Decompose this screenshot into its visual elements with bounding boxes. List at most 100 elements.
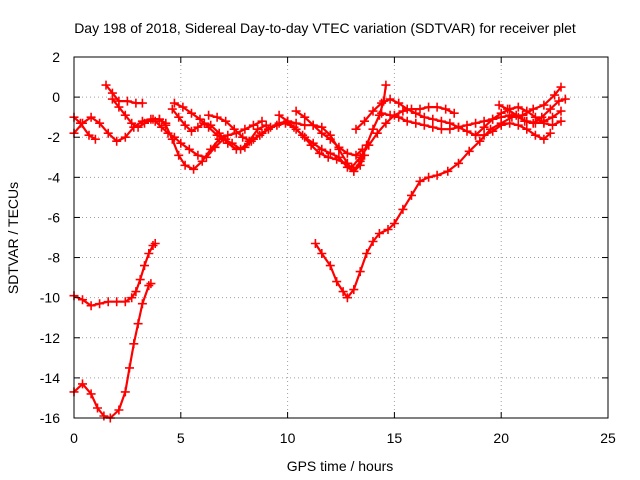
data-point <box>144 281 154 291</box>
data-point <box>308 138 318 148</box>
data-point <box>120 297 130 307</box>
data-point <box>114 405 124 415</box>
series-sat-q <box>494 94 570 128</box>
data-point <box>223 138 233 148</box>
series-trace <box>380 110 563 131</box>
data-point <box>494 100 504 110</box>
data-point <box>428 122 438 132</box>
data-point <box>539 134 549 144</box>
data-point <box>300 120 310 130</box>
data-point <box>246 136 256 146</box>
data-point <box>443 166 453 176</box>
y-tick-label: -2 <box>48 129 61 145</box>
data-point <box>140 118 149 128</box>
data-point <box>539 100 549 110</box>
data-point <box>462 120 472 130</box>
y-tick-label: 0 <box>52 89 60 105</box>
data-point <box>140 261 149 271</box>
data-point <box>355 267 365 277</box>
data-point <box>255 130 265 140</box>
data-point <box>362 249 372 258</box>
x-tick-label: 5 <box>177 430 185 446</box>
data-point <box>385 110 395 120</box>
data-point <box>146 279 156 289</box>
data-point <box>210 142 220 152</box>
data-point <box>248 120 258 130</box>
data-point <box>308 120 318 130</box>
data-point <box>325 261 335 271</box>
data-point <box>133 319 143 329</box>
data-point <box>315 148 325 158</box>
data-point <box>86 301 96 311</box>
data-point <box>560 94 570 104</box>
data-point <box>131 287 141 297</box>
series-sat-j <box>169 98 231 144</box>
data-point <box>342 293 352 303</box>
data-point <box>411 118 421 128</box>
data-point <box>513 102 523 112</box>
data-point <box>432 170 442 180</box>
data-point <box>223 130 233 140</box>
data-point <box>548 120 557 130</box>
data-point <box>93 403 102 413</box>
series-sat-f <box>101 80 147 108</box>
data-point <box>539 118 549 128</box>
series-sat-m <box>291 106 367 160</box>
data-point <box>389 219 399 228</box>
data-point <box>383 225 393 234</box>
data-point <box>464 146 474 156</box>
data-point <box>291 124 301 134</box>
data-point <box>368 237 378 246</box>
data-point <box>310 239 320 248</box>
data-point <box>300 132 310 142</box>
data-point <box>471 118 481 128</box>
data-point <box>368 106 378 116</box>
data-point <box>120 110 130 120</box>
data-point <box>377 108 387 118</box>
x-tick-label: 25 <box>600 430 616 446</box>
data-point <box>522 106 532 116</box>
data-point <box>349 166 359 176</box>
data-point <box>221 134 231 144</box>
data-point <box>86 112 96 122</box>
data-point <box>407 190 416 200</box>
data-point <box>374 229 384 238</box>
data-point <box>257 116 267 126</box>
series-group <box>69 80 570 423</box>
data-point <box>419 120 429 130</box>
data-point <box>127 118 137 128</box>
data-point <box>157 122 167 132</box>
data-point <box>479 130 489 140</box>
y-tick-label: 2 <box>52 49 60 65</box>
data-point <box>550 90 560 100</box>
x-tick-label: 15 <box>387 430 403 446</box>
series-trace <box>72 116 97 141</box>
data-point <box>325 134 335 144</box>
data-point <box>394 98 404 108</box>
y-tick-label: -16 <box>40 410 60 426</box>
y-axis-label: SDTVAR / TECUs <box>5 182 21 294</box>
data-point <box>530 130 540 140</box>
data-point <box>133 122 143 132</box>
data-point <box>212 112 222 122</box>
data-point <box>274 110 284 120</box>
data-point <box>291 106 301 116</box>
data-point <box>372 128 382 138</box>
data-point <box>398 204 408 214</box>
data-point <box>537 112 547 122</box>
data-point <box>398 106 408 116</box>
data-point <box>174 112 184 122</box>
data-point <box>167 104 177 114</box>
data-point <box>419 112 429 122</box>
data-point <box>317 249 327 258</box>
data-point <box>103 128 113 138</box>
data-point <box>197 156 207 166</box>
data-point <box>338 287 348 297</box>
data-point <box>178 102 188 112</box>
data-point <box>351 150 361 160</box>
data-point <box>342 162 352 172</box>
data-point <box>101 80 111 90</box>
data-point <box>332 277 342 287</box>
data-point <box>556 82 566 92</box>
